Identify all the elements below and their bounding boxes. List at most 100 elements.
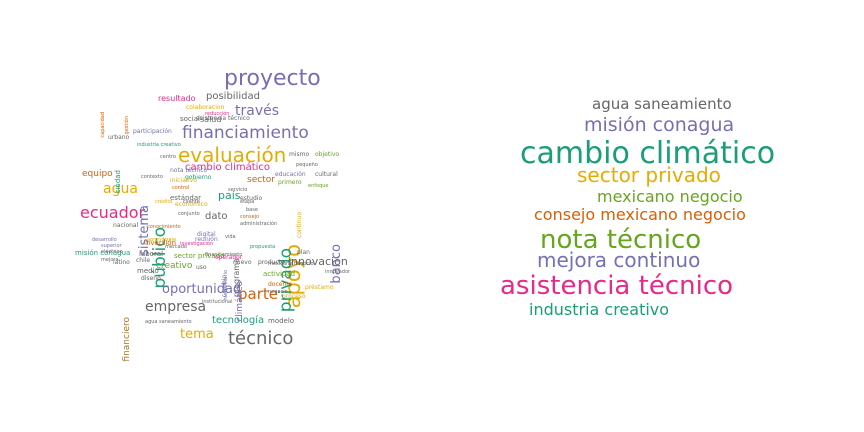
left-cloud-word: industria creativo [137, 142, 181, 148]
left-cloud-word: inversión [144, 239, 177, 247]
left-cloud-word: agua [103, 181, 138, 197]
left-cloud-word: digital [197, 231, 216, 238]
left-cloud-word: colaboracion [186, 104, 225, 111]
left-cloud-word: capacidad [100, 112, 106, 138]
left-cloud-word: innovación [288, 255, 348, 268]
right-cloud-word: mejora continuo [537, 248, 701, 272]
left-cloud-word: mismo [289, 151, 310, 158]
left-cloud-word: docente [268, 281, 293, 288]
right-cloud-word: sector privado [577, 163, 721, 187]
right-cloud-word: industria creativo [529, 300, 670, 319]
left-cloud-word: nota técnico [170, 167, 208, 174]
left-cloud-word: cambio climático [185, 162, 271, 173]
right-word-cloud: agua saneamiento misión conagua cambio cli… [432, 0, 864, 432]
left-cloud-word: eléctrico [101, 249, 123, 255]
left-cloud-word: operador [215, 254, 243, 261]
left-cloud-word: urbano [108, 134, 130, 141]
left-cloud-word: sistema [137, 205, 152, 256]
left-cloud-word: reunión [195, 236, 218, 243]
right-cloud-word: consejo mexicano negocio [534, 205, 746, 224]
left-cloud-word: superior [101, 243, 122, 249]
left-cloud-word: creativo [156, 261, 193, 271]
left-cloud-word: educación [275, 171, 306, 178]
left-cloud-word: enfoque [308, 183, 329, 189]
left-cloud-word: ciudad [114, 170, 122, 194]
left-cloud-word: tecnología [212, 315, 265, 326]
left-cloud-word: negocio [268, 289, 288, 295]
left-cloud-word: conocimiento [147, 224, 181, 230]
left-cloud-word: cliente [183, 199, 200, 205]
left-cloud-word: innovador [325, 269, 351, 275]
left-cloud-word: nacional [113, 222, 139, 229]
left-cloud-word: resultado [158, 94, 196, 103]
left-cloud-word: investigación [180, 241, 214, 247]
left-cloud-word: medio [137, 267, 159, 275]
right-cloud-word: asistencia técnico [500, 271, 734, 301]
left-cloud-word: pequeño [296, 162, 318, 168]
left-cloud-word: servicio [228, 187, 248, 193]
left-cloud-word: gobierno [185, 174, 212, 181]
left-cloud-word: proceso [282, 293, 306, 300]
right-cloud-word: nota técnico [540, 225, 702, 255]
left-cloud-word: económico [175, 201, 208, 208]
left-word-cloud: proyecto financiamiento evaluación apoyo púb… [75, 68, 351, 362]
left-cloud-word: financiamiento [205, 252, 243, 258]
left-cloud-word: iniciativo [170, 177, 198, 184]
right-cloud-word: agua saneamiento [592, 95, 732, 113]
left-cloud-word: climático [235, 281, 245, 322]
left-cloud-word: mejora [101, 257, 119, 263]
left-cloud-word: social [180, 115, 200, 123]
left-cloud-word: gestión [124, 116, 130, 135]
left-cloud-word: misión conagua [75, 249, 131, 257]
left-cloud-word: participación [133, 128, 172, 135]
left-cloud-word: etapa [240, 199, 255, 205]
left-cloud-word: crédito [155, 199, 173, 205]
right-cloud-word: cambio climático [520, 136, 776, 171]
left-cloud-word: través [235, 103, 280, 119]
left-cloud-word: tema [180, 327, 214, 342]
right-cloud-word: mexicano negocio [597, 187, 743, 206]
left-cloud-word: desarrollo [92, 237, 117, 243]
left-cloud-word: empresa [145, 299, 207, 315]
left-cloud-word: sector privado [174, 252, 225, 260]
left-cloud-word: ecuador [80, 203, 146, 222]
left-cloud-word: sector [247, 175, 275, 185]
left-cloud-word: cultural [315, 171, 338, 178]
left-cloud-word: uso [196, 264, 207, 271]
left-cloud-word: dato [205, 211, 228, 222]
left-cloud-word: salud [200, 115, 222, 124]
left-cloud-word: oportunidad [162, 282, 242, 297]
left-cloud-word: parte [238, 285, 278, 303]
left-cloud-word: centro [160, 154, 176, 160]
left-cloud-word: propuesta [250, 244, 276, 250]
left-cloud-word: agua saneamiento [145, 319, 192, 325]
left-cloud-word: objetivo [315, 151, 340, 158]
left-cloud-word: contexto [141, 174, 163, 180]
left-cloud-word: producto [258, 259, 285, 266]
left-cloud-word: consejo [240, 214, 260, 220]
left-cloud-word: administración [240, 221, 278, 227]
left-cloud-word: control [172, 185, 190, 191]
left-cloud-word: financiamiento [182, 123, 309, 143]
left-cloud-word: plan [297, 249, 310, 256]
left-cloud-word: nuevo [233, 259, 252, 266]
left-cloud-word: evaluación [178, 143, 287, 167]
left-cloud-word: primero [278, 179, 302, 186]
left-cloud-word: asistencia técnico [196, 115, 250, 122]
left-cloud-word: financiero [122, 317, 132, 362]
left-cloud-word: institucional [202, 299, 233, 305]
left-cloud-word: reducción [205, 111, 230, 117]
left-cloud-word: aprendizaje [147, 237, 177, 243]
left-cloud-word: préstamo [305, 284, 334, 291]
left-cloud-word: técnico [228, 328, 294, 349]
left-cloud-word: chile [136, 257, 151, 264]
left-cloud-word: país [218, 189, 241, 202]
left-cloud-word: latino [113, 259, 130, 266]
left-cloud-word: humanitario [223, 270, 229, 301]
left-cloud-word: equipo [82, 169, 113, 179]
left-cloud-word: diseño [141, 275, 161, 282]
left-cloud-word: mercado [165, 244, 187, 250]
left-cloud-word: estándar [170, 194, 202, 202]
left-cloud-word: estudio [240, 195, 263, 202]
left-cloud-word: posibilidad [206, 91, 260, 102]
